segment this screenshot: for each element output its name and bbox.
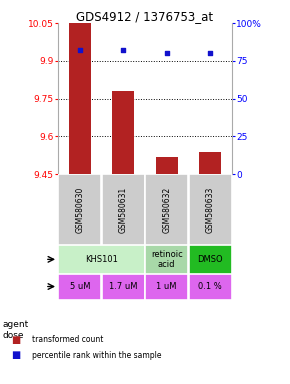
Text: 0.1 %: 0.1 % bbox=[198, 282, 222, 291]
Point bbox=[77, 47, 82, 53]
Text: ■: ■ bbox=[12, 350, 21, 360]
Point bbox=[121, 47, 126, 53]
Text: 1 uM: 1 uM bbox=[157, 282, 177, 291]
Bar bbox=[113, 91, 134, 174]
Text: GSM580631: GSM580631 bbox=[119, 187, 128, 233]
Text: percentile rank within the sample: percentile rank within the sample bbox=[32, 351, 162, 360]
Text: KHS101: KHS101 bbox=[85, 255, 118, 264]
Text: agent: agent bbox=[3, 320, 29, 329]
Text: ■: ■ bbox=[12, 335, 21, 345]
Text: 5 uM: 5 uM bbox=[70, 282, 90, 291]
Text: dose: dose bbox=[3, 331, 24, 341]
Bar bbox=[58, 245, 145, 273]
Bar bbox=[69, 23, 90, 174]
Bar bbox=[145, 245, 188, 273]
Bar bbox=[58, 174, 102, 245]
Text: GSM580633: GSM580633 bbox=[206, 187, 215, 233]
Point bbox=[208, 50, 213, 56]
Bar bbox=[156, 157, 177, 174]
Text: retinoic
acid: retinoic acid bbox=[151, 250, 183, 269]
Bar bbox=[188, 273, 232, 300]
Text: DMSO: DMSO bbox=[197, 255, 223, 264]
Bar bbox=[58, 273, 102, 300]
Text: GSM580630: GSM580630 bbox=[75, 187, 84, 233]
Bar bbox=[145, 273, 188, 300]
Bar bbox=[188, 245, 232, 273]
Bar bbox=[200, 152, 221, 174]
Text: 1.7 uM: 1.7 uM bbox=[109, 282, 137, 291]
Bar bbox=[188, 174, 232, 245]
Text: transformed count: transformed count bbox=[32, 335, 103, 344]
Bar bbox=[102, 174, 145, 245]
Bar bbox=[145, 174, 188, 245]
Title: GDS4912 / 1376753_at: GDS4912 / 1376753_at bbox=[77, 10, 213, 23]
Point bbox=[164, 50, 169, 56]
Text: GSM580632: GSM580632 bbox=[162, 187, 171, 233]
Bar bbox=[102, 273, 145, 300]
